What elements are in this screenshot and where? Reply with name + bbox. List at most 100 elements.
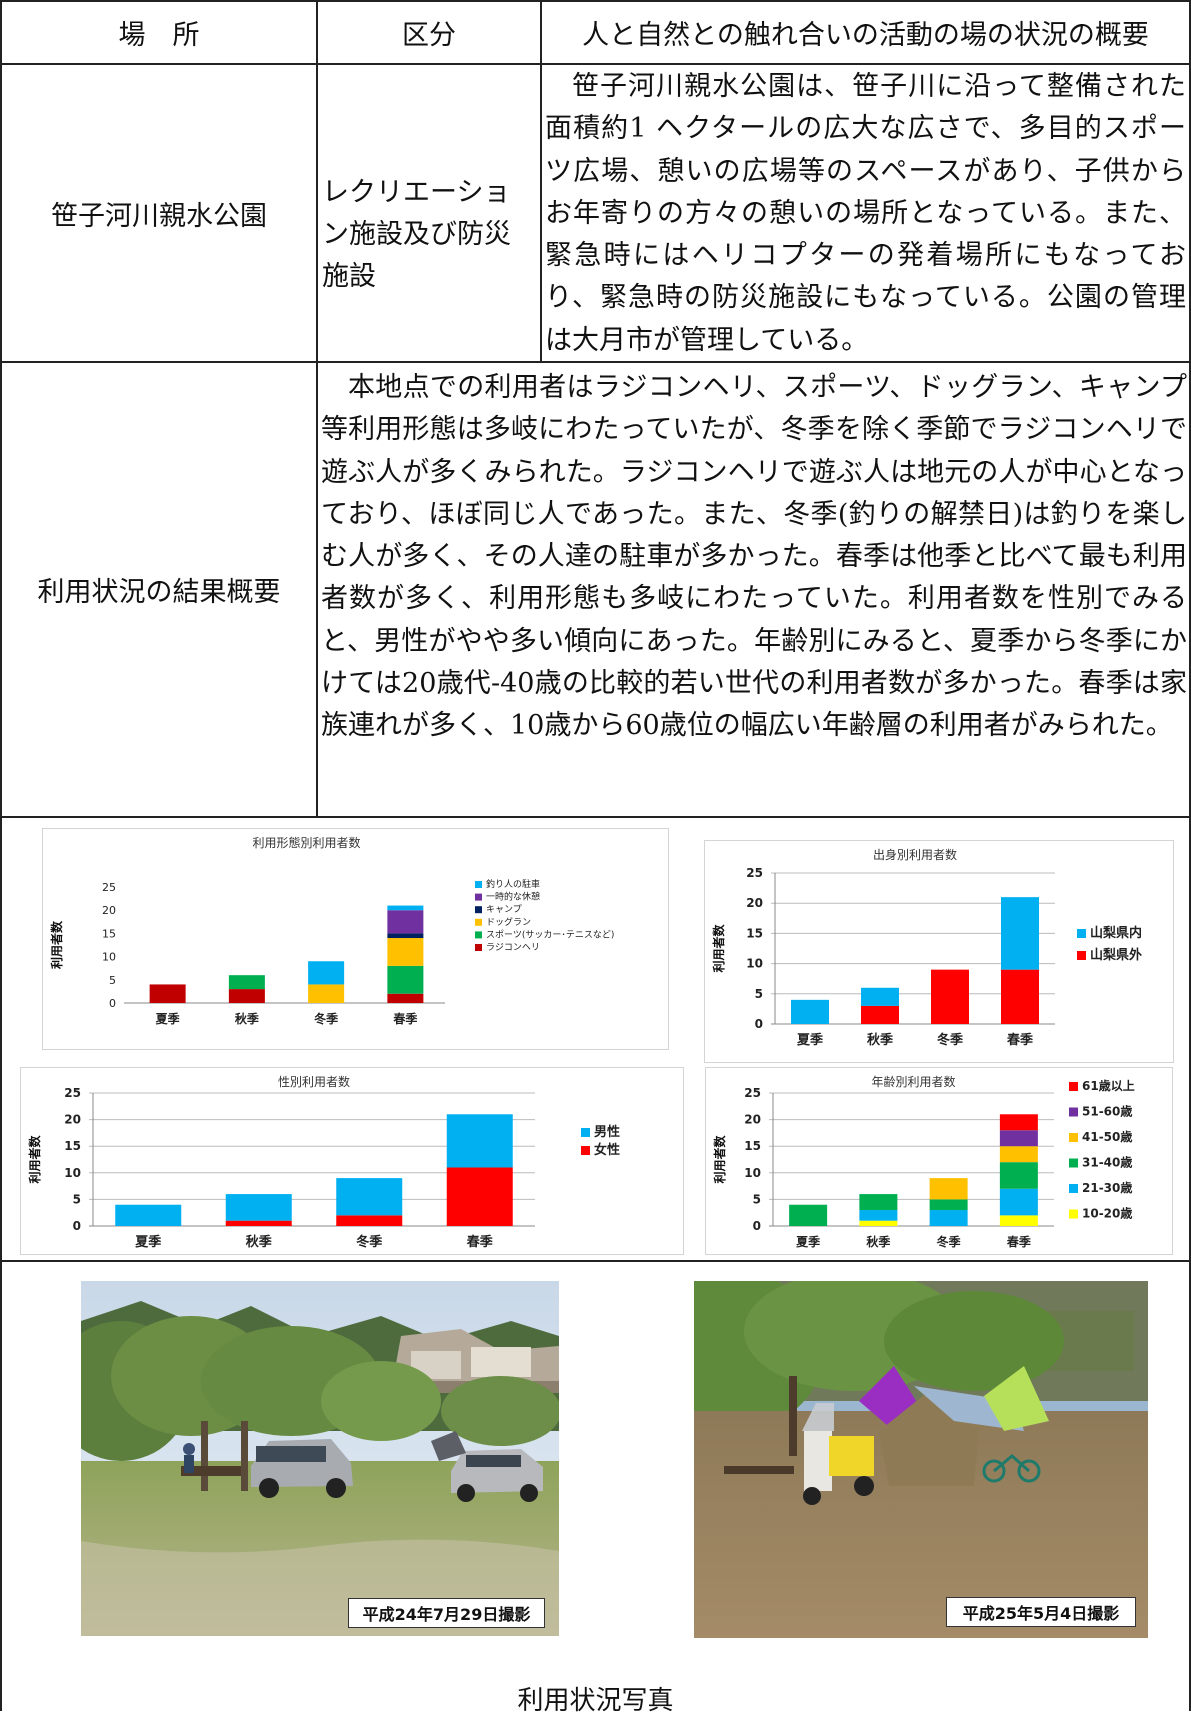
photo-parked-cars: 平成24年7月29日撮影 — [81, 1281, 559, 1636]
table-divider-col2 — [540, 0, 542, 362]
chart-bar-segment — [859, 1220, 898, 1226]
chart-bar-segment — [999, 1146, 1038, 1163]
chart-legend-swatch — [1069, 1158, 1078, 1168]
chart-category-label: 冬季 — [356, 1234, 382, 1250]
photos-section-caption: 利用状況写真 — [517, 1686, 674, 1716]
chart-bar-segment — [999, 1188, 1038, 1216]
chart-ytick: 15 — [746, 926, 763, 940]
photo-tents-image — [694, 1281, 1148, 1638]
chart-legend-swatch — [1069, 1082, 1078, 1091]
chart-usage-type: 利用形態別利用者数 利用者数 0 5 10 15 20 25 夏季 秋季 冬季 春季 釣り人の駐車 一時的… — [42, 828, 669, 1050]
chart-legend-label: 31-40歳 — [1082, 1155, 1132, 1170]
chart-legend-swatch — [1069, 1107, 1078, 1117]
chart-legend-swatch — [1069, 1184, 1078, 1193]
chart-bar-segment — [931, 969, 969, 1024]
chart-legend-swatch — [1069, 1209, 1078, 1219]
chart-title: 出身別利用者数 — [873, 847, 957, 862]
chart-legend-label: 41-50歳 — [1082, 1129, 1132, 1144]
chart-bar-segment — [861, 987, 899, 1006]
chart-bar-segment — [859, 1194, 898, 1211]
chart-ytick: 20 — [102, 904, 116, 917]
overview-text: 笹子河川親水公園は、笹子川に沿って整備された面積約1 ヘクタールの広大な広さで、… — [545, 71, 1186, 356]
chart-bar-segment — [929, 1178, 968, 1200]
chart-legend-swatch — [581, 1146, 590, 1155]
chart-bar-segment — [308, 961, 345, 985]
chart-ytick: 0 — [755, 1017, 763, 1031]
chart-legend-swatch — [1069, 1133, 1078, 1142]
chart-ytick: 25 — [744, 1086, 761, 1100]
table-border-top — [0, 0, 1191, 2]
chart-bar-segment — [387, 910, 424, 934]
chart-bar-segment — [308, 984, 345, 1003]
chart-legend-label: キャンプ — [486, 904, 522, 915]
chart-legend-swatch — [475, 931, 482, 939]
chart-ytick: 10 — [64, 1166, 81, 1180]
chart-category-label: 春季 — [392, 1011, 418, 1026]
chart-legend-label: スポーツ(サッカー･テニスなど) — [486, 929, 614, 940]
table-divider-row1 — [0, 361, 1191, 363]
chart-ytick: 5 — [753, 1192, 761, 1206]
chart-title: 性別利用者数 — [278, 1074, 350, 1089]
chart-legend-swatch — [1077, 929, 1086, 938]
chart-bar-segment — [999, 1215, 1038, 1226]
chart-legend-label: 21-30歳 — [1082, 1180, 1132, 1195]
chart-bar-segment — [225, 1220, 292, 1226]
chart-legend-swatch — [475, 893, 482, 901]
photo1-caption: 平成24年7月29日撮影 — [348, 1598, 545, 1628]
chart-category-label: 夏季 — [156, 1011, 181, 1026]
chart-category-label: 夏季 — [796, 1032, 823, 1048]
chart-ytick: 25 — [102, 881, 116, 894]
chart-bar-segment — [859, 1210, 898, 1221]
usage-label: 利用状況の結果概要 — [37, 577, 281, 608]
chart-category-label: 冬季 — [314, 1011, 339, 1026]
chart-ytick: 0 — [753, 1219, 761, 1233]
chart-legend-swatch — [581, 1128, 590, 1137]
chart-category-label: 秋季 — [235, 1011, 260, 1026]
chart-category-label: 秋季 — [866, 1234, 891, 1249]
chart-category-label: 夏季 — [134, 1234, 161, 1250]
chart-bar-segment — [228, 975, 265, 990]
chart-legend-label: 10-20歳 — [1082, 1206, 1132, 1221]
chart-ytick: 20 — [64, 1113, 81, 1127]
chart-bar-segment — [789, 1204, 828, 1226]
chart-ytick: 25 — [64, 1086, 81, 1100]
chart-legend-label: 61歳以上 — [1082, 1078, 1135, 1093]
chart-legend-label: 山梨県内 — [1090, 925, 1142, 941]
chart-category-label: 冬季 — [937, 1032, 963, 1048]
chart-ytick: 20 — [746, 896, 763, 910]
chart-category-label: 春季 — [1006, 1234, 1032, 1249]
chart-bar-segment — [446, 1167, 513, 1226]
table-divider-row2 — [0, 816, 1191, 818]
chart-legend-label: 山梨県外 — [1090, 947, 1142, 963]
chart-legend-label: ラジコンヘリ — [486, 942, 540, 953]
chart-ylabel: 利用者数 — [712, 1135, 727, 1184]
chart-age: 年齢別利用者数 利用者数 0 5 10 15 20 25 夏季 秋季 冬季 春季 61歳以上 51-60歳… — [705, 1067, 1173, 1255]
chart-bar-segment — [999, 1130, 1038, 1147]
chart-ytick: 10 — [102, 951, 116, 964]
chart-bar-segment — [336, 1178, 403, 1216]
chart-legend-swatch — [475, 906, 482, 914]
chart-bar-segment — [387, 905, 424, 911]
chart-bar-segment — [1001, 897, 1039, 970]
chart-bar-segment — [999, 1114, 1038, 1131]
chart-title: 利用形態別利用者数 — [252, 835, 360, 850]
photo2-caption: 平成25年5月4日撮影 — [946, 1597, 1136, 1627]
photo-parked-cars-image — [81, 1281, 559, 1636]
chart-category-label: 春季 — [466, 1234, 493, 1250]
chart-legend-swatch — [475, 918, 482, 926]
table-border-right — [1189, 0, 1191, 1711]
chart-category-label: 冬季 — [937, 1234, 962, 1249]
chart-ylabel: 利用者数 — [711, 924, 726, 973]
chart-bar-segment — [999, 1162, 1038, 1189]
chart-bar-segment — [929, 1210, 968, 1226]
table-divider-header — [0, 63, 1191, 65]
chart-bar-segment — [387, 965, 424, 994]
chart-ytick: 10 — [746, 957, 763, 971]
chart-category-label: 春季 — [1006, 1032, 1033, 1048]
chart-bar-segment — [115, 1204, 182, 1226]
chart-category-label: 夏季 — [796, 1234, 821, 1249]
chart-bar-segment — [225, 1194, 292, 1221]
